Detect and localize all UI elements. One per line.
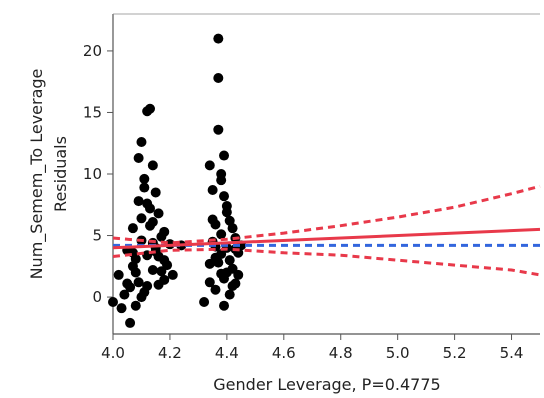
y-tick-label: 5 xyxy=(92,227,102,245)
data-point xyxy=(216,229,227,240)
data-point xyxy=(210,219,221,230)
data-point xyxy=(150,187,161,198)
data-point xyxy=(130,300,141,311)
data-point xyxy=(153,208,164,219)
data-point xyxy=(219,150,230,161)
points-layer xyxy=(108,33,247,328)
data-point xyxy=(139,182,150,193)
data-point xyxy=(133,277,144,288)
data-point xyxy=(224,255,235,266)
data-point xyxy=(147,217,158,227)
x-axis-title: Gender Leverage, P=0.4775 xyxy=(213,375,440,394)
data-point xyxy=(156,266,167,277)
data-point xyxy=(221,267,232,278)
data-point xyxy=(213,124,224,135)
data-point xyxy=(207,185,218,195)
y-axis-title-line2: Residuals xyxy=(51,136,70,212)
x-tick-label: 5.2 xyxy=(443,344,467,362)
data-point xyxy=(219,191,230,202)
data-point xyxy=(122,278,133,289)
data-point xyxy=(127,247,138,258)
data-point xyxy=(133,153,144,163)
data-point xyxy=(227,281,238,291)
data-point xyxy=(213,33,224,44)
data-point xyxy=(159,226,170,237)
data-point xyxy=(136,213,147,224)
data-point xyxy=(116,303,127,314)
x-tick-label: 5.0 xyxy=(386,344,410,362)
x-tick-label: 4.4 xyxy=(215,344,239,362)
data-point xyxy=(108,297,118,307)
y-tick-label: 15 xyxy=(83,103,102,121)
data-point xyxy=(127,223,138,234)
data-point xyxy=(147,265,158,275)
data-point xyxy=(213,257,224,268)
data-point xyxy=(113,269,124,280)
plot-frame xyxy=(112,13,540,335)
tick-layer: 4.0 4.2 4.4 4.6 4.8 5.0 5.2 5.4 0 5 10 15 20 xyxy=(83,42,524,362)
data-point xyxy=(147,160,158,171)
confidence-upper-line xyxy=(112,184,541,245)
data-point xyxy=(233,269,244,280)
x-tick-label: 5.4 xyxy=(500,344,524,362)
data-point xyxy=(221,201,232,211)
lines-layer xyxy=(112,184,541,277)
y-tick-label: 20 xyxy=(83,42,102,60)
data-point xyxy=(136,137,147,147)
x-tick-label: 4.8 xyxy=(329,344,353,362)
x-tick-label: 4.0 xyxy=(101,344,125,362)
data-point xyxy=(219,300,230,311)
data-point xyxy=(119,289,130,300)
data-point xyxy=(136,292,147,303)
data-point xyxy=(224,215,235,226)
y-tick-label: 10 xyxy=(83,165,102,183)
data-point xyxy=(125,317,136,328)
data-point xyxy=(204,277,215,288)
data-point xyxy=(145,103,156,114)
data-point xyxy=(210,284,221,295)
y-axis-title-line1: Num_Semem_To Leverage xyxy=(27,69,47,280)
data-point xyxy=(216,169,227,179)
data-point xyxy=(159,274,170,285)
confidence-lower-line xyxy=(112,247,541,277)
data-point xyxy=(199,297,210,307)
data-point xyxy=(133,196,144,207)
data-point xyxy=(224,289,235,300)
y-tick-label: 0 xyxy=(92,288,102,306)
data-point xyxy=(204,160,215,171)
data-point xyxy=(167,269,178,280)
data-point xyxy=(142,198,153,209)
data-point xyxy=(213,73,224,83)
fit-line xyxy=(112,227,541,250)
x-tick-label: 4.6 xyxy=(272,344,296,362)
data-point xyxy=(142,281,153,291)
data-point xyxy=(216,249,227,259)
data-point xyxy=(139,173,150,184)
x-tick-label: 4.2 xyxy=(158,344,182,362)
data-point xyxy=(130,267,141,278)
data-point xyxy=(153,251,164,262)
